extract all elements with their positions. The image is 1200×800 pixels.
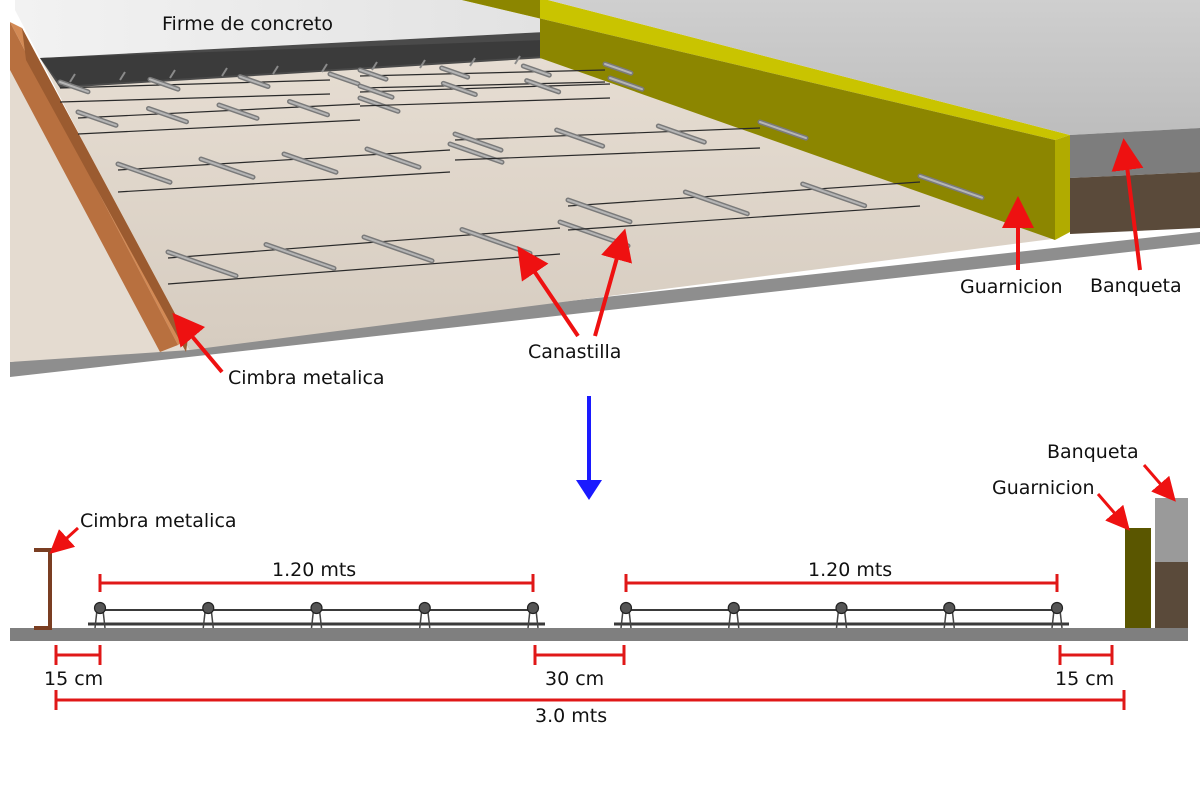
dowel-bar-section — [202, 601, 215, 615]
dowel-bar-section — [727, 601, 740, 615]
label-canastilla: Canastilla — [528, 341, 621, 363]
dimension-lines — [54, 574, 1126, 710]
dim-gap-left: 15 cm — [44, 668, 103, 690]
canastilla-basket — [357, 75, 645, 107]
firme-dowels — [69, 55, 521, 83]
canastilla-section-basket — [88, 601, 545, 629]
dim-basket-left: 1.20 mts — [272, 559, 356, 581]
canastilla-basket — [452, 119, 809, 161]
canastilla-basket — [75, 95, 401, 135]
banqueta-soil — [1070, 172, 1200, 234]
section-annotation-arrows — [49, 464, 1176, 555]
arrow-pointer-icon — [593, 228, 632, 337]
dowel-bar-section — [1050, 601, 1064, 615]
section-banqueta — [1155, 498, 1188, 562]
dim-gap-center: 30 cm — [545, 668, 604, 690]
canastilla-basket — [115, 141, 505, 193]
dowel-bar-section — [418, 601, 431, 615]
dowel-bar-section — [835, 601, 848, 615]
canastilla-section-basket — [614, 601, 1069, 629]
base-surface — [40, 58, 1060, 350]
dim-gap-right: 15 cm — [1055, 668, 1114, 690]
label-cimbra-metalica: Cimbra metalica — [228, 367, 385, 389]
banqueta-face — [1070, 128, 1200, 178]
section-cimbra — [34, 548, 52, 630]
section-banqueta-soil — [1155, 562, 1188, 628]
annotation-arrows — [172, 138, 1144, 374]
dim-total: 3.0 mts — [535, 705, 607, 727]
dowel-bar-section — [619, 601, 633, 615]
guarnicion-top — [462, 0, 1070, 140]
label-guarnicion: Guarnicion — [960, 276, 1063, 298]
canastilla-basket — [57, 71, 361, 103]
section-label-banqueta: Banqueta — [1047, 441, 1139, 463]
arrow-down-icon — [576, 396, 602, 500]
section-label-cimbra: Cimbra metalica — [80, 510, 237, 532]
section-view: 1.20 mts 1.20 mts 15 cm 30 cm 15 cm 3.0 … — [10, 441, 1188, 727]
arrow-pointer-icon — [1111, 138, 1144, 271]
perspective-view: Firme de concreto Cimbra metalica Canast… — [10, 0, 1200, 389]
dowel-bar-section — [93, 601, 107, 615]
arrow-pointer-icon — [517, 246, 580, 338]
label-firme-concreto: Firme de concreto — [162, 13, 333, 35]
firme-concreto-face — [40, 40, 545, 86]
dim-basket-right: 1.20 mts — [808, 559, 892, 581]
arrow-pointer-icon — [49, 526, 80, 555]
canastillas-section — [88, 601, 1069, 629]
section-label-guarnicion: Guarnicion — [992, 477, 1095, 499]
guarnicion-end — [1055, 135, 1070, 240]
firme-concreto-top — [15, 0, 545, 58]
arrow-pointer-icon — [1096, 493, 1130, 531]
canastilla-basket — [565, 173, 985, 231]
dowel-bar-section — [526, 601, 540, 615]
dowel-bar-section — [943, 601, 956, 615]
dowel-bar-section — [310, 601, 323, 615]
section-base — [10, 628, 1188, 641]
banqueta-top — [548, 0, 1200, 135]
arrow-pointer-icon — [1142, 464, 1176, 502]
canastilla-basket — [357, 61, 634, 89]
arrow-pointer-icon — [172, 312, 224, 374]
cimbra-inner — [22, 28, 188, 352]
canastillas-perspective — [57, 61, 985, 285]
section-guarnicion — [1125, 528, 1151, 628]
label-banqueta: Banqueta — [1090, 275, 1182, 297]
